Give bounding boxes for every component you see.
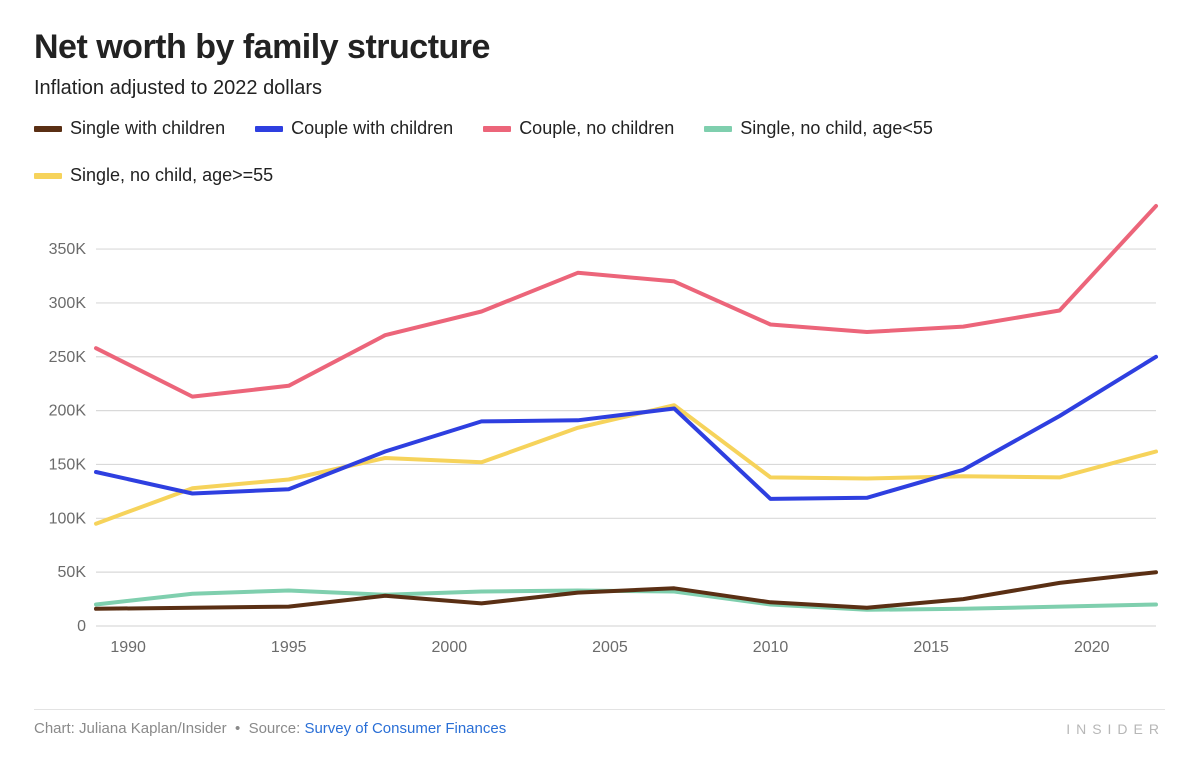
legend-label: Couple with children [291,118,453,139]
x-axis-label: 2000 [432,639,468,656]
y-axis-label: 250K [49,349,87,366]
footer-source-link[interactable]: Survey of Consumer Finances [304,720,506,737]
chart-title: Net worth by family structure [34,28,1165,67]
x-axis-label: 2010 [753,639,789,656]
legend-label: Single, no child, age>=55 [70,165,273,186]
chart-footer: Chart: Juliana Kaplan/Insider • Source: … [34,709,1165,737]
legend-swatch [255,126,283,132]
x-axis-label: 1995 [271,639,307,656]
legend: Single with children Couple with children… [34,118,1165,186]
legend-swatch [34,126,62,132]
y-axis-label: 300K [49,295,87,312]
legend-item: Single, no child, age<55 [704,118,933,139]
y-axis-label: 150K [49,456,87,473]
line-chart: 0 50K 100K 150K 200K 250K 300K 350K 1990 1995 2000… [34,196,1176,664]
legend-swatch [34,173,62,179]
legend-label: Couple, no children [519,118,674,139]
footer-chart-label: Chart: [34,720,75,737]
x-axis-label: 2020 [1074,639,1110,656]
legend-item: Couple with children [255,118,453,139]
y-axis-label: 50K [58,564,87,581]
footer-chart-author: Juliana Kaplan/Insider [79,720,227,737]
y-axis-label: 200K [49,403,87,420]
legend-label: Single with children [70,118,225,139]
footer-source-label: Source: [249,720,301,737]
y-axis-label: 350K [49,241,87,258]
y-axis-label: 100K [49,510,87,527]
legend-item: Single, no child, age>=55 [34,165,273,186]
footer-attribution: Chart: Juliana Kaplan/Insider • Source: … [34,720,506,737]
legend-item: Couple, no children [483,118,674,139]
legend-swatch [483,126,511,132]
series-couple_no_children [96,206,1156,397]
x-axis-label: 1990 [110,639,146,656]
legend-label: Single, no child, age<55 [740,118,933,139]
legend-swatch [704,126,732,132]
chart-subtitle: Inflation adjusted to 2022 dollars [34,77,1165,100]
x-axis-label: 2015 [913,639,949,656]
y-axis-label: 0 [77,618,86,635]
legend-item: Single with children [34,118,225,139]
brand-watermark: INSIDER [1066,721,1165,737]
x-axis-label: 2005 [592,639,628,656]
